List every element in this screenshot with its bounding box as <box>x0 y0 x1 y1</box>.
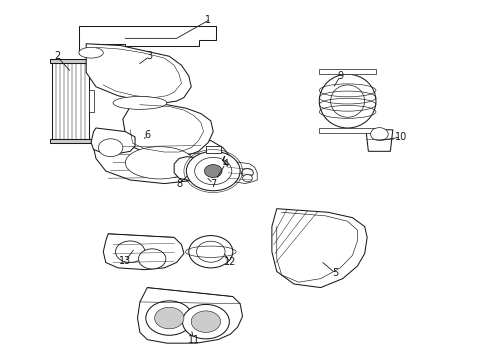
Ellipse shape <box>243 175 252 182</box>
Ellipse shape <box>319 74 376 128</box>
Text: 11: 11 <box>188 334 200 345</box>
Ellipse shape <box>182 305 229 339</box>
Polygon shape <box>89 90 94 112</box>
Ellipse shape <box>79 47 103 58</box>
Ellipse shape <box>155 307 184 329</box>
Text: 3: 3 <box>147 51 153 61</box>
Text: 4: 4 <box>222 159 228 169</box>
Text: 7: 7 <box>210 179 217 189</box>
Polygon shape <box>225 160 257 184</box>
Ellipse shape <box>139 249 166 269</box>
Polygon shape <box>52 63 89 139</box>
Ellipse shape <box>98 139 123 157</box>
Text: 1: 1 <box>205 15 211 26</box>
Text: 9: 9 <box>337 71 343 81</box>
Text: 5: 5 <box>332 268 339 278</box>
Polygon shape <box>123 103 213 157</box>
Polygon shape <box>319 69 376 74</box>
Polygon shape <box>206 146 220 153</box>
Polygon shape <box>91 128 135 153</box>
Polygon shape <box>366 130 393 151</box>
Ellipse shape <box>113 96 167 109</box>
Ellipse shape <box>370 128 388 140</box>
Text: 13: 13 <box>119 256 131 266</box>
Ellipse shape <box>116 241 145 262</box>
Text: 6: 6 <box>144 130 150 140</box>
Polygon shape <box>79 26 216 54</box>
Text: 10: 10 <box>395 132 408 142</box>
Ellipse shape <box>196 241 225 262</box>
Polygon shape <box>272 209 367 288</box>
Text: 2: 2 <box>54 51 60 61</box>
Polygon shape <box>49 59 91 63</box>
Ellipse shape <box>189 235 233 268</box>
Polygon shape <box>86 44 191 103</box>
Text: 12: 12 <box>224 257 237 267</box>
Polygon shape <box>94 135 230 184</box>
Polygon shape <box>174 157 252 184</box>
Ellipse shape <box>146 301 193 335</box>
Ellipse shape <box>186 151 240 191</box>
Ellipse shape <box>195 157 232 185</box>
Ellipse shape <box>331 85 365 117</box>
Ellipse shape <box>125 147 194 179</box>
Ellipse shape <box>204 165 222 177</box>
Polygon shape <box>319 128 376 134</box>
Polygon shape <box>138 288 243 343</box>
Text: 8: 8 <box>176 179 182 189</box>
Ellipse shape <box>242 168 253 177</box>
Polygon shape <box>103 234 184 270</box>
Ellipse shape <box>191 311 220 332</box>
Polygon shape <box>49 139 91 143</box>
